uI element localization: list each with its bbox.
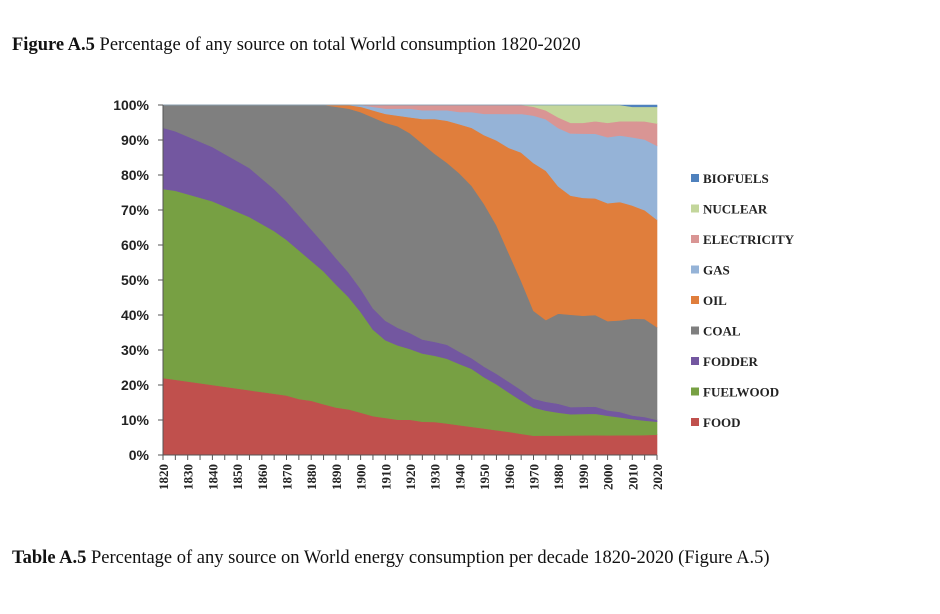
legend-label: OIL	[703, 293, 727, 308]
plot-area	[162, 104, 658, 456]
x-tick-label: 2010	[625, 464, 640, 490]
legend-swatch	[691, 357, 699, 365]
legend-item-biofuels: BIOFUELS	[691, 171, 769, 186]
legend-swatch	[691, 296, 699, 304]
legend-label: FOOD	[703, 415, 741, 430]
x-tick-label: 1870	[280, 464, 295, 490]
legend-item-electricity: ELECTRICITY	[691, 232, 795, 247]
table-caption: Table A.5 Percentage of any source on Wo…	[12, 546, 912, 570]
x-tick-label: 1880	[304, 464, 319, 490]
legend-swatch	[691, 265, 699, 274]
legend-label: FUELWOOD	[703, 385, 779, 400]
x-tick-label: 1900	[354, 464, 369, 490]
x-tick-label: 1850	[230, 464, 245, 490]
y-tick-label: 80%	[121, 167, 150, 183]
figure-title: Percentage of any source on total World …	[99, 35, 581, 55]
legend-swatch	[691, 387, 699, 396]
x-tick-label: 1910	[378, 464, 393, 490]
legend-swatch	[691, 235, 699, 243]
x-tick-label: 1830	[181, 464, 196, 490]
legend-label: BIOFUELS	[703, 171, 769, 186]
legend-item-nuclear: NUCLEAR	[691, 202, 768, 217]
legend-item-gas: GAS	[691, 263, 730, 278]
area-biofuels	[163, 104, 658, 108]
y-tick-label: 100%	[113, 97, 149, 113]
legend-item-food: FOOD	[691, 415, 741, 430]
x-tick-label: 1820	[156, 464, 171, 490]
x-tick-label: 1890	[329, 464, 344, 490]
y-tick-label: 10%	[121, 412, 150, 428]
y-tick-label: 30%	[121, 342, 150, 358]
x-tick-label: 1940	[452, 464, 467, 490]
legend-label: FODDER	[703, 354, 759, 369]
y-tick-label: 40%	[121, 307, 150, 323]
legend-label: ELECTRICITY	[703, 232, 795, 247]
y-tick-label: 50%	[121, 272, 150, 288]
y-tick-label: 90%	[121, 132, 150, 148]
x-tick-label: 1860	[255, 464, 270, 490]
x-axis: 1820 1830 1840 1850 1860 1870 1880 1890 1900 1910…	[156, 454, 665, 490]
x-tick-label: 1960	[502, 464, 517, 490]
legend-swatch	[691, 418, 699, 426]
x-tick-label: 1920	[403, 464, 418, 490]
legend-item-fuelwood: FUELWOOD	[691, 385, 779, 400]
x-tick-label: 1980	[551, 464, 566, 490]
y-tick-label: 70%	[121, 202, 150, 218]
table-title: Percentage of any source on World energy…	[91, 548, 770, 568]
legend-label: NUCLEAR	[703, 202, 768, 217]
x-tick-label: 1970	[527, 464, 542, 490]
legend: BIOFUELS NUCLEAR ELECTRICITY GAS OIL COAL FODD…	[691, 171, 795, 430]
x-tick-label: 1990	[576, 464, 591, 490]
x-tick-label: 2020	[650, 464, 665, 490]
y-tick-label: 60%	[121, 237, 150, 253]
figure-label: Figure A.5	[12, 35, 95, 55]
legend-item-fodder: FODDER	[691, 354, 759, 369]
legend-label: GAS	[703, 263, 730, 278]
table-label: Table A.5	[12, 548, 87, 568]
figure-caption: Figure A.5 Percentage of any source on t…	[12, 33, 581, 57]
y-tick-label: 20%	[121, 377, 150, 393]
x-tick-label: 1930	[428, 464, 443, 490]
legend-swatch	[691, 174, 699, 182]
legend-label: COAL	[703, 324, 741, 339]
x-tick-label: 1950	[477, 464, 492, 490]
legend-item-oil: OIL	[691, 293, 727, 308]
x-tick-label: 2000	[601, 464, 616, 490]
legend-item-coal: COAL	[691, 324, 741, 339]
y-tick-label: 0%	[129, 447, 150, 463]
legend-swatch	[691, 204, 699, 213]
legend-swatch	[691, 326, 699, 335]
y-axis: 0% 10% 20% 30% 40% 50% 60% 70% 80% 90% 100%	[113, 97, 164, 463]
x-tick-label: 1840	[205, 464, 220, 490]
